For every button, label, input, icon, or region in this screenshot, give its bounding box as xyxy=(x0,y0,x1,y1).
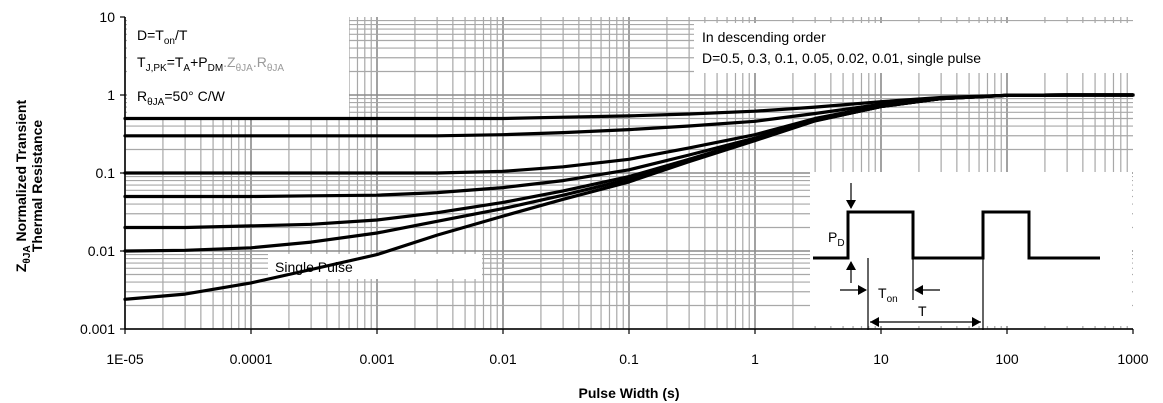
x-tick-label: 0.1 xyxy=(619,351,639,367)
series-layer xyxy=(123,93,1135,301)
x-tick-label: 1000 xyxy=(1117,351,1148,367)
y-axis-title-line2: Thermal Resistance xyxy=(29,120,45,252)
period-arrowhead-left xyxy=(870,317,879,327)
x-tick-label: 100 xyxy=(995,351,1019,367)
period-label: T xyxy=(918,303,927,319)
x-tick-label: 0.01 xyxy=(489,351,516,367)
x-tick-label: 1E-05 xyxy=(106,351,144,367)
x-axis-title: Pulse Width (s) xyxy=(579,385,680,401)
series-line-7 xyxy=(123,93,1135,301)
order-note-line1: In descending order xyxy=(702,29,826,45)
waveform-trace xyxy=(813,210,1100,260)
y-axis-title-line1: ZθJA Normalized Transient xyxy=(13,100,33,273)
pd-arrowhead-top xyxy=(846,200,856,209)
thermal-resistance-value: RθJA=50° C/W xyxy=(137,88,226,108)
pd-label: PD xyxy=(828,229,845,249)
pulse-waveform xyxy=(813,183,1100,330)
pd-arrowhead-bottom xyxy=(846,261,856,270)
y-axis-title: ZθJA Normalized Transient Thermal Resist… xyxy=(13,100,45,273)
y-tick-label: 0.01 xyxy=(88,243,115,259)
y-tick-label: 0.001 xyxy=(80,321,115,337)
x-tick-label: 10 xyxy=(873,351,889,367)
duty-cycle-formula: D=Ton/T xyxy=(137,27,188,47)
y-tick-label: 0.1 xyxy=(96,165,116,181)
waveform-inset-box xyxy=(810,172,1132,326)
junction-temperature-formula: TJ,PK=TA+PDM.ZθJA.RθJA xyxy=(137,54,284,74)
x-tick-label: 1 xyxy=(751,351,759,367)
y-tick-label: 10 xyxy=(99,9,115,25)
axes-layer: 1E-05 0.0001 0.001 0.01 0.1 1 10 100 1000 0.001 0.… xyxy=(80,9,1149,367)
ton-label: Ton xyxy=(878,285,898,305)
single-pulse-label-box xyxy=(268,254,482,279)
y-tick-label: 1 xyxy=(107,87,115,103)
x-tick-label: 0.001 xyxy=(359,351,394,367)
order-note-box xyxy=(694,23,1134,73)
ton-arrowhead-left xyxy=(858,285,867,295)
x-tick-label: 0.0001 xyxy=(230,351,273,367)
ton-arrowhead-right xyxy=(914,285,923,295)
formula-box xyxy=(127,15,349,120)
order-note-line2: D=0.5, 0.3, 0.1, 0.05, 0.02, 0.01, singl… xyxy=(702,50,981,66)
period-arrowhead-right xyxy=(972,317,981,327)
